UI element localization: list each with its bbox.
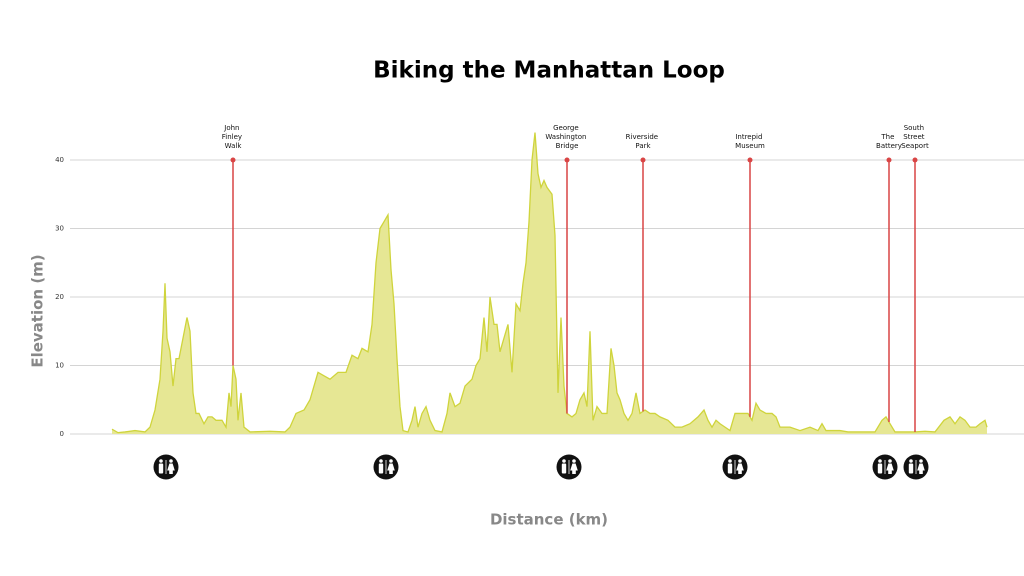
restroom-body [387, 463, 395, 474]
elevation-area [112, 132, 987, 434]
landmark-dot [640, 157, 646, 163]
restroom-body [167, 463, 175, 474]
restroom-head [738, 459, 742, 463]
restroom-icon [153, 454, 179, 480]
restroom-head [389, 459, 393, 463]
restroom-body [917, 463, 925, 474]
landmark-label: Riverside Park [626, 133, 661, 150]
restroom-icon [373, 454, 399, 480]
y-tick-label: 40 [55, 156, 64, 164]
restroom-icon [556, 454, 582, 480]
landmark-dot [564, 157, 570, 163]
landmark-dot [886, 157, 892, 163]
chart-title: Biking the Manhattan Loop [373, 58, 725, 84]
restroom-head [572, 459, 576, 463]
restroom-body [378, 463, 384, 474]
restroom-body [877, 463, 883, 474]
restroom-body [886, 463, 894, 474]
restroom-head [728, 459, 732, 463]
landmark-label: Intrepid Museum [735, 133, 765, 150]
y-tick-label: 0 [60, 430, 64, 438]
y-tick-label: 20 [55, 293, 64, 301]
landmark-label: South Street Seaport [901, 124, 929, 150]
restroom-body [908, 463, 914, 474]
restroom-icon [903, 454, 929, 480]
restroom-head [562, 459, 566, 463]
landmark-label: George Washington Bridge [545, 124, 588, 150]
elevation-line [111, 132, 988, 434]
restroom-body [736, 463, 744, 474]
y-axis-label: Elevation (m) [29, 254, 47, 367]
restroom-head [169, 459, 173, 463]
landmark-dot [230, 157, 236, 163]
landmark-dot [747, 157, 753, 163]
restroom-body [158, 463, 164, 474]
landmark-label: The Battery [876, 133, 902, 150]
restroom-icon [872, 454, 898, 480]
restroom-head [919, 459, 923, 463]
y-tick-label: 30 [55, 225, 64, 233]
restroom-head [878, 459, 882, 463]
landmark-dot [912, 157, 918, 163]
y-tick-label: 10 [55, 362, 64, 370]
x-axis-label: Distance (km) [490, 511, 608, 529]
landmark-label: John Finley Walk [222, 124, 245, 150]
restroom-body [727, 463, 733, 474]
restroom-head [379, 459, 383, 463]
restroom-head [888, 459, 892, 463]
restroom-body [570, 463, 578, 474]
restroom-icon [722, 454, 748, 480]
restroom-body [561, 463, 567, 474]
restroom-head [909, 459, 913, 463]
restroom-head [159, 459, 163, 463]
